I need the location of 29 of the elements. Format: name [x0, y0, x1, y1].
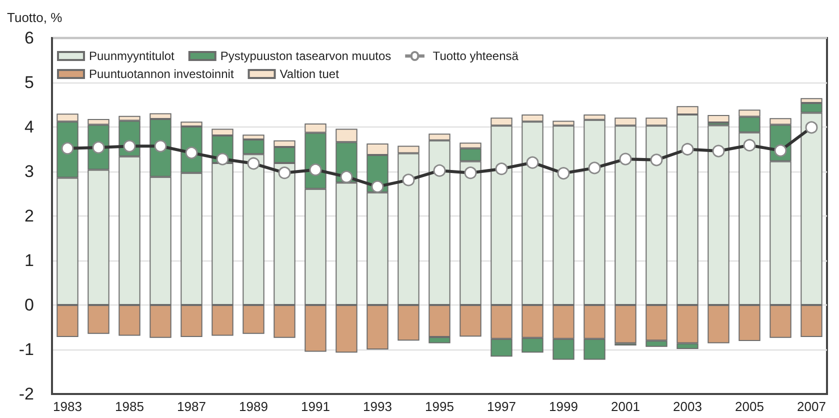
- y-tick-label: 6: [24, 28, 34, 48]
- x-tick-label: 2007: [797, 399, 826, 414]
- x-tick-label: 1995: [425, 399, 454, 414]
- x-tick-label: 1989: [239, 399, 268, 414]
- y-tick-label: -2: [18, 384, 34, 404]
- x-tick-label: 1997: [487, 399, 516, 414]
- y-tick-label: 4: [24, 118, 34, 136]
- y-tick-label: -1: [18, 340, 34, 359]
- y-tick-label: 2: [24, 206, 34, 226]
- legend-label: Pystypuuston tasearvon muutos: [220, 49, 392, 63]
- x-tick-label: 1983: [53, 399, 82, 414]
- y-tick-label: 3: [24, 162, 34, 181]
- y-axis-title: Tuotto, %: [7, 10, 63, 25]
- legend-label: Valtion tuet: [280, 67, 340, 81]
- legend-label: Tuotto yhteensä: [432, 49, 519, 63]
- bar: [708, 114, 730, 123]
- x-tick-label: 2001: [611, 399, 640, 414]
- y-tick-label: 5: [24, 73, 34, 92]
- x-tick-label: 1991: [301, 399, 330, 414]
- x-tick-label: 1987: [177, 399, 206, 414]
- y-tick-label: 0: [24, 296, 34, 314]
- y-tick-label: 1: [24, 251, 34, 270]
- x-tick-label: 1999: [549, 399, 578, 414]
- x-tick-label: 2005: [735, 399, 764, 414]
- x-tick-label: 2003: [673, 399, 702, 414]
- x-tick-label: 1993: [363, 399, 392, 414]
- x-tick-label: 1985: [115, 399, 144, 414]
- legend-label: Puunmyyntitulot: [89, 49, 176, 63]
- legend-label: Puuntuotannon investoinnit: [89, 67, 234, 81]
